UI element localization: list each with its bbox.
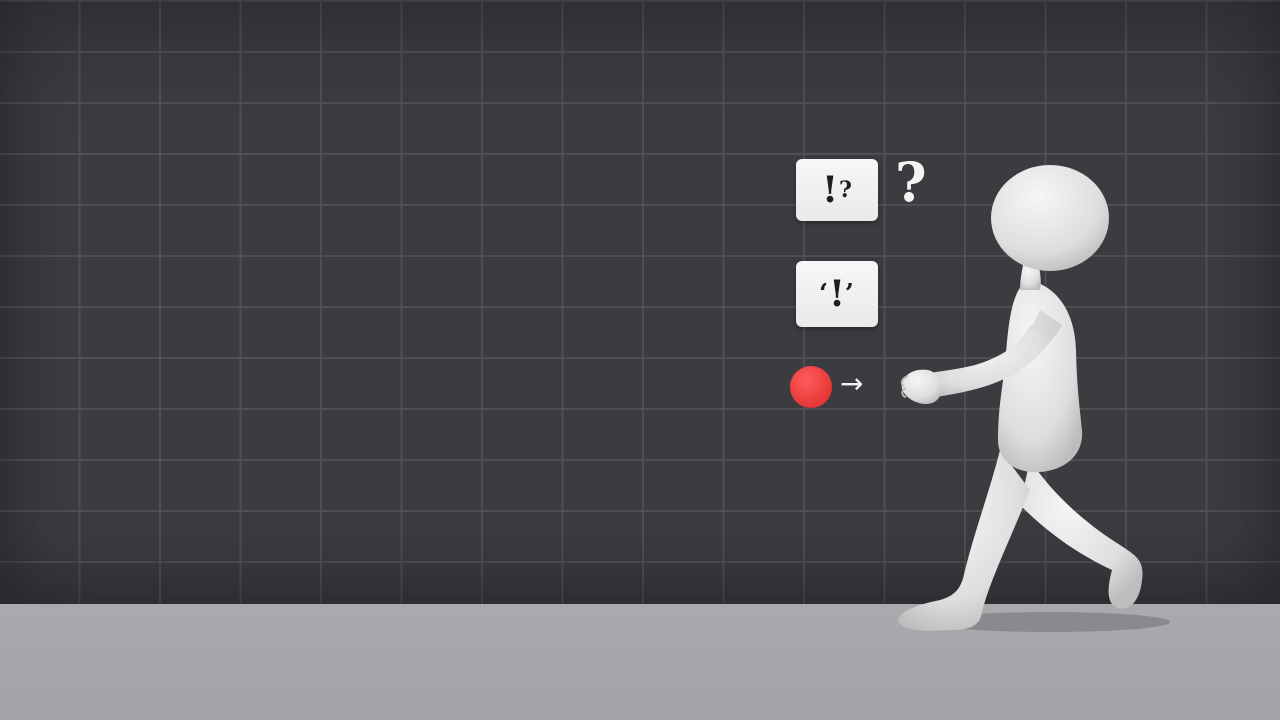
card-1-exclamation: ! <box>822 169 838 211</box>
arrow-right-icon: → <box>840 367 864 400</box>
walking-figure <box>898 165 1170 632</box>
floor <box>0 604 1280 720</box>
card-1-question: ? <box>838 177 852 203</box>
card-2-open-quote: ‘ <box>819 279 829 309</box>
question-mark-symbol: ? <box>895 150 927 214</box>
interrobang-card: !? <box>796 159 878 221</box>
red-dot <box>790 366 832 408</box>
card-2-exclamation: ! <box>829 273 845 315</box>
grid-wall <box>0 0 1280 606</box>
exclamation-card: ‘!’ <box>796 261 878 327</box>
card-2-close-quote: ’ <box>844 279 854 309</box>
